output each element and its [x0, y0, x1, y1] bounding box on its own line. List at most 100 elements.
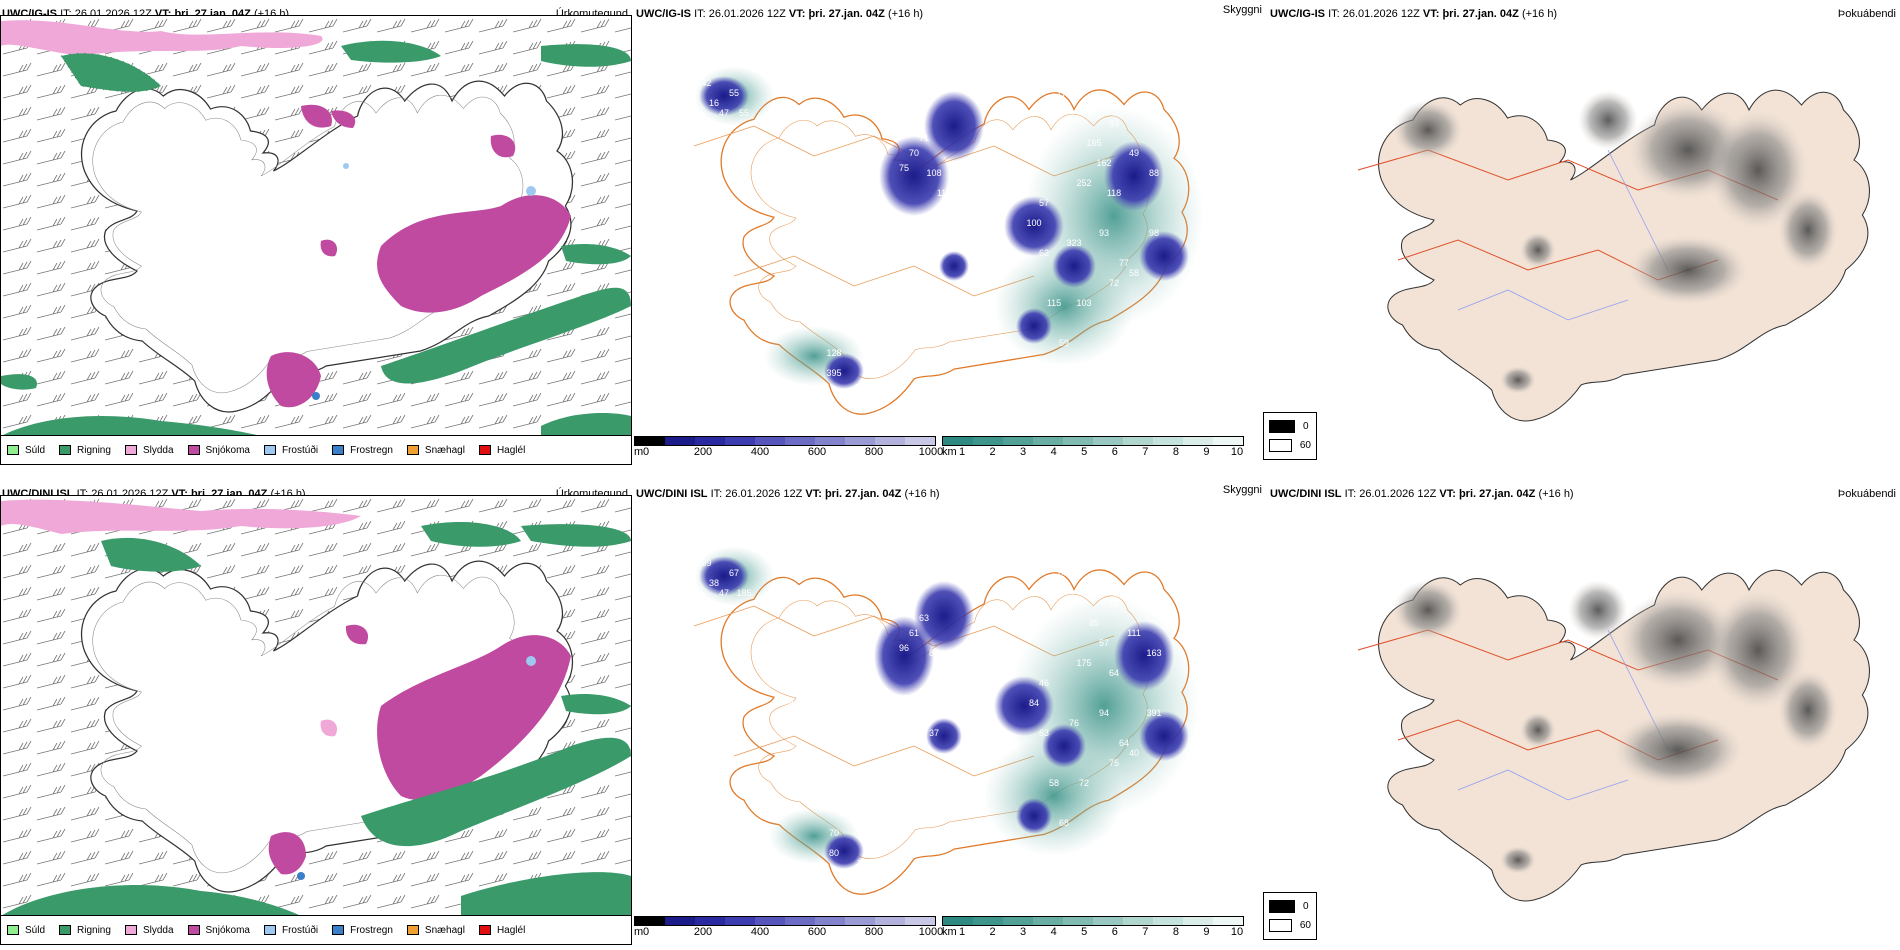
- colorbar-segment: [1213, 437, 1243, 445]
- visibility-unit: km: [942, 926, 957, 938]
- ceiling-value-label: 63: [1039, 728, 1049, 738]
- legend-label: Frostúði: [281, 924, 319, 936]
- ceiling-value-label: 152: [986, 728, 1001, 738]
- colorbar-tick-label: 9: [1203, 926, 1210, 938]
- legend-label: Rigning: [77, 924, 111, 936]
- colorbar-tick-label: 10: [1230, 926, 1244, 938]
- colorbar-segment: [1183, 917, 1213, 925]
- panel-header: UWC/DINI ISL IT: 26.01.2026 12Z VT: þri.…: [636, 484, 1264, 504]
- valid-time: þri. 27.jan. 04Z: [808, 8, 885, 20]
- ceiling-value-label: 84: [1029, 698, 1039, 708]
- legend-item-frostudi: Frostúði: [263, 924, 319, 936]
- lead-time: (+16 h): [1521, 8, 1558, 20]
- init-time-label: IT:: [1328, 8, 1340, 20]
- ceiling-value-label: 76: [1069, 718, 1079, 728]
- legend-swatch: [59, 925, 72, 935]
- legend-item-snaehagl: Snæhagl: [406, 924, 465, 936]
- colorbar-segment: [695, 917, 725, 925]
- ceiling-value-label: 70: [829, 828, 839, 838]
- forecast-row-dini-isl: UWC/DINI ISL IT: 26.01.2026 12Z VT: þri.…: [0, 480, 1900, 950]
- colorbar-tick-label: 0: [642, 926, 650, 938]
- ceiling-value-label: 147: [856, 858, 871, 868]
- colorbar-segment: [943, 917, 973, 925]
- panel-title: Þokuábendi: [1837, 488, 1896, 500]
- ceiling-value-label: 185: [736, 588, 751, 598]
- valid-time-label: VT:: [1439, 488, 1456, 500]
- legend-item-slydda: Slydda: [124, 925, 174, 936]
- ceiling-value-label: 395: [826, 368, 841, 378]
- legend-item-sudd: Súld: [7, 445, 45, 456]
- panel-title: Skyggni: [1222, 4, 1262, 16]
- ceiling-colorbar: [634, 916, 936, 926]
- visibility-colorbar: [942, 436, 1244, 446]
- ceiling-value-label: 85: [1089, 618, 1099, 628]
- ceiling-value-label: 111: [1127, 628, 1141, 638]
- legend-label: Rigning: [77, 444, 111, 456]
- colorbar-tick-label: 800: [864, 446, 884, 458]
- ceiling-value-label: 38: [709, 578, 719, 588]
- model-name: UWC/IG-IS: [1270, 8, 1325, 20]
- ceiling-value-label: 77: [1119, 258, 1129, 268]
- valid-time-label: VT:: [788, 8, 806, 20]
- init-time-label: IT:: [694, 8, 706, 20]
- visibility-unit: km: [942, 446, 957, 458]
- colorbar-segment: [875, 917, 905, 925]
- ceiling-value-label: 58: [1049, 778, 1059, 788]
- ceiling-value-label: 61: [909, 628, 919, 638]
- legend-label: Frostregn: [350, 444, 393, 456]
- fog-legend-swatch: [1269, 439, 1292, 452]
- ceiling-unit: m: [634, 446, 644, 458]
- ceiling-value-label: 391: [1146, 708, 1161, 718]
- colorbar-segment: [1033, 917, 1063, 925]
- colorbar-segment: [1003, 437, 1033, 445]
- legend-swatch: [263, 445, 276, 455]
- colorbar-segment: [1063, 917, 1093, 925]
- ceiling-value-label: 103: [1076, 298, 1091, 308]
- colorbar-tick-label: 5: [1081, 926, 1088, 938]
- legend-label: Súld: [25, 924, 46, 936]
- colorbar-segment: [1123, 917, 1153, 925]
- colorbar-segment: [755, 917, 785, 925]
- ceiling-value-label: 50: [939, 668, 949, 678]
- colorbar-segment: [1153, 437, 1183, 445]
- colorbar-tick-label: 8: [1172, 446, 1179, 458]
- colorbar-tick-label: 9: [1203, 446, 1210, 458]
- precip-map-svg: [1, 16, 631, 436]
- model-name: UWC/IG-IS: [636, 8, 691, 20]
- visibility-map: 142 55 47 70 71 75 108 112 74 180 178 93 165 49 88 162 1…: [634, 26, 1266, 436]
- fog-map-svg: [1357, 569, 1870, 902]
- valid-time: þri. 27.jan. 04Z: [1442, 8, 1519, 20]
- legend-label: Snæhagl: [424, 924, 465, 936]
- ceiling-value-label: 252: [1076, 178, 1091, 188]
- ceiling-value-label: 98: [1149, 228, 1159, 238]
- ceiling-value-label: 84: [929, 648, 939, 658]
- colorbar-tick-label: 1: [958, 926, 966, 938]
- colorbar-segment: [755, 437, 785, 445]
- ceiling-value-label: 165: [1086, 138, 1101, 148]
- ceiling-value-label: 100: [1026, 218, 1041, 228]
- ceiling-value-label: 142: [696, 78, 711, 88]
- colorbar-tick-label: 3: [1020, 446, 1027, 458]
- precip-map-svg: [1, 496, 631, 916]
- visibility-panel: UWC/DINI ISL IT: 26.01.2026 12Z VT: þri.…: [634, 480, 1266, 950]
- fog-legend-label: 60: [1299, 920, 1311, 931]
- ceiling-value-label: 98: [1009, 568, 1019, 578]
- ceiling-value-label: 74: [1009, 88, 1019, 98]
- fog-legend-entry: 0: [1269, 897, 1311, 916]
- ceiling-value-label: 91: [929, 228, 939, 238]
- ceiling-value-label: 55: [729, 88, 739, 98]
- colorbar-segment: [973, 437, 1003, 445]
- colorbar-segment: [1033, 437, 1063, 445]
- colorbar-segment: [1093, 437, 1123, 445]
- ceiling-value-label: 58: [1129, 268, 1139, 278]
- colorbar-tick-label: 400: [750, 926, 770, 938]
- legend-item-sudd: Súld: [7, 925, 45, 936]
- legend-item-snjokoma: Snjókoma: [187, 925, 250, 936]
- ceiling-value-label: 175: [1076, 658, 1091, 668]
- ceiling-value-label: 57: [1099, 638, 1109, 648]
- fog-map: [1308, 30, 1898, 430]
- precip-map: Súld Rigning Slydda Snjókoma Frostúði Fr…: [0, 495, 632, 945]
- colorbar-tick-label: 2: [989, 446, 996, 458]
